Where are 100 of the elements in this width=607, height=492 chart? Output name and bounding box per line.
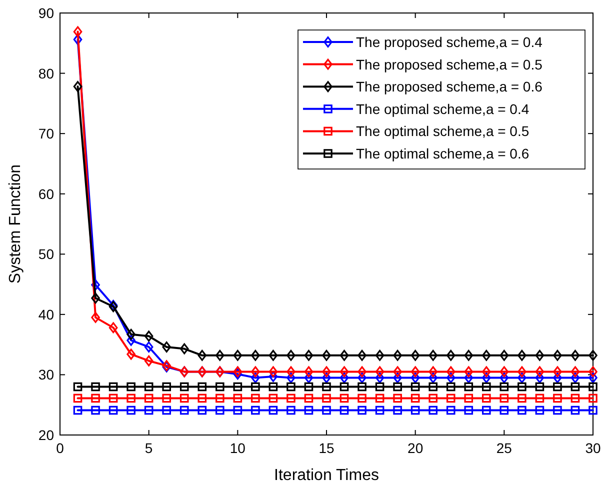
y-tick-label: 50 bbox=[38, 246, 54, 262]
point bbox=[500, 366, 509, 378]
point bbox=[553, 382, 562, 392]
point bbox=[126, 328, 136, 340]
point bbox=[304, 406, 314, 415]
point bbox=[340, 350, 349, 361]
point bbox=[268, 406, 278, 415]
point bbox=[233, 366, 242, 378]
point bbox=[500, 406, 509, 415]
y-tick-label: 70 bbox=[38, 126, 54, 142]
point bbox=[358, 366, 366, 378]
point bbox=[180, 382, 189, 392]
point bbox=[464, 394, 474, 403]
point bbox=[251, 372, 260, 384]
point bbox=[144, 330, 154, 342]
point bbox=[304, 382, 314, 392]
point bbox=[446, 366, 456, 378]
point bbox=[286, 406, 296, 415]
point bbox=[322, 394, 331, 403]
point bbox=[482, 382, 491, 392]
point bbox=[162, 342, 171, 352]
point bbox=[108, 406, 118, 415]
point bbox=[91, 292, 100, 304]
point bbox=[410, 394, 420, 403]
y-tick-label: 80 bbox=[38, 65, 54, 82]
point bbox=[375, 382, 384, 392]
point bbox=[91, 394, 100, 403]
point bbox=[322, 350, 331, 361]
legend-label: The proposed scheme,a = 0.5 bbox=[356, 56, 543, 72]
point bbox=[126, 382, 136, 392]
legend-label: The optimal scheme,a = 0.5 bbox=[356, 123, 530, 140]
point bbox=[180, 406, 189, 415]
point bbox=[375, 366, 384, 378]
point bbox=[358, 382, 366, 392]
x-tick-label: 30 bbox=[585, 440, 601, 456]
point bbox=[340, 382, 349, 392]
point bbox=[410, 366, 420, 378]
point bbox=[482, 406, 491, 415]
point bbox=[91, 279, 100, 290]
point bbox=[340, 394, 349, 403]
point bbox=[286, 372, 296, 384]
point bbox=[358, 406, 366, 415]
point bbox=[180, 343, 189, 354]
point bbox=[304, 372, 314, 384]
point bbox=[251, 350, 260, 361]
point bbox=[251, 366, 260, 378]
point bbox=[233, 382, 242, 392]
point bbox=[340, 406, 349, 415]
point bbox=[535, 406, 544, 415]
point bbox=[73, 382, 82, 392]
point bbox=[358, 394, 366, 403]
point bbox=[553, 366, 562, 378]
x-tick-label: 20 bbox=[408, 440, 424, 456]
point bbox=[126, 348, 136, 360]
point bbox=[162, 394, 171, 403]
point bbox=[144, 394, 154, 403]
point bbox=[268, 371, 278, 382]
point bbox=[322, 366, 331, 378]
point bbox=[410, 372, 420, 384]
point bbox=[108, 394, 118, 403]
point bbox=[482, 366, 491, 378]
point bbox=[198, 406, 207, 415]
point bbox=[126, 334, 136, 346]
point bbox=[198, 382, 207, 392]
point bbox=[464, 366, 474, 378]
point bbox=[375, 406, 384, 415]
point bbox=[553, 372, 562, 384]
point bbox=[233, 368, 242, 380]
point bbox=[410, 350, 420, 361]
point bbox=[446, 394, 456, 403]
point bbox=[393, 406, 402, 415]
point bbox=[73, 406, 82, 415]
point bbox=[393, 382, 402, 392]
point bbox=[570, 366, 580, 378]
point bbox=[322, 382, 331, 392]
point bbox=[91, 312, 100, 323]
point bbox=[91, 406, 100, 415]
point bbox=[482, 394, 491, 403]
point bbox=[518, 382, 526, 392]
point bbox=[500, 382, 509, 392]
point bbox=[588, 350, 598, 361]
point bbox=[73, 34, 82, 46]
point bbox=[393, 394, 402, 403]
point bbox=[428, 382, 438, 392]
point bbox=[482, 372, 491, 384]
point bbox=[286, 350, 296, 361]
point bbox=[286, 394, 296, 403]
x-tick-label: 5 bbox=[144, 440, 153, 456]
y-tick-label: 30 bbox=[38, 366, 54, 383]
point bbox=[162, 406, 171, 415]
point bbox=[340, 372, 349, 384]
point bbox=[482, 350, 491, 361]
point bbox=[108, 382, 118, 392]
point bbox=[535, 382, 544, 392]
point bbox=[216, 394, 224, 403]
y-tick-label: 60 bbox=[38, 186, 54, 202]
point bbox=[500, 372, 509, 384]
point bbox=[428, 406, 438, 415]
point bbox=[410, 406, 420, 415]
point bbox=[304, 350, 314, 361]
